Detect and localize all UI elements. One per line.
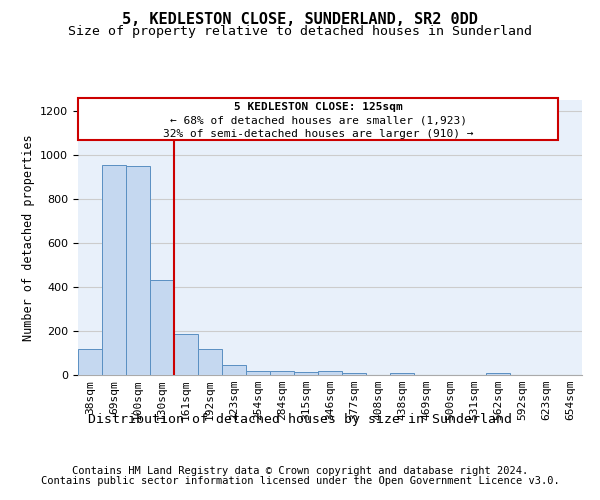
Bar [150,280,174,375]
Text: Contains public sector information licensed under the Open Government Licence v3: Contains public sector information licen… [41,476,559,486]
Y-axis label: Number of detached properties: Number of detached properties [22,134,35,341]
Bar [390,373,414,375]
Bar [102,165,126,375]
Text: Distribution of detached houses by size in Sunderland: Distribution of detached houses by size … [88,412,512,426]
Text: 5 KEDLESTON CLOSE: 125sqm: 5 KEDLESTON CLOSE: 125sqm [233,102,403,112]
Bar [78,348,102,375]
Bar [342,373,366,375]
Text: 32% of semi-detached houses are larger (910) →: 32% of semi-detached houses are larger (… [163,129,473,139]
Text: Size of property relative to detached houses in Sunderland: Size of property relative to detached ho… [68,25,532,38]
Text: ← 68% of detached houses are smaller (1,923): ← 68% of detached houses are smaller (1,… [170,116,467,126]
Bar [318,371,342,375]
FancyBboxPatch shape [78,98,558,140]
Bar [246,370,270,375]
Text: 5, KEDLESTON CLOSE, SUNDERLAND, SR2 0DD: 5, KEDLESTON CLOSE, SUNDERLAND, SR2 0DD [122,12,478,28]
Bar [486,373,510,375]
Bar [198,348,222,375]
Bar [126,166,150,375]
Bar [294,372,318,375]
Bar [222,365,246,375]
Text: Contains HM Land Registry data © Crown copyright and database right 2024.: Contains HM Land Registry data © Crown c… [72,466,528,476]
Bar [270,370,294,375]
Bar [174,334,198,375]
